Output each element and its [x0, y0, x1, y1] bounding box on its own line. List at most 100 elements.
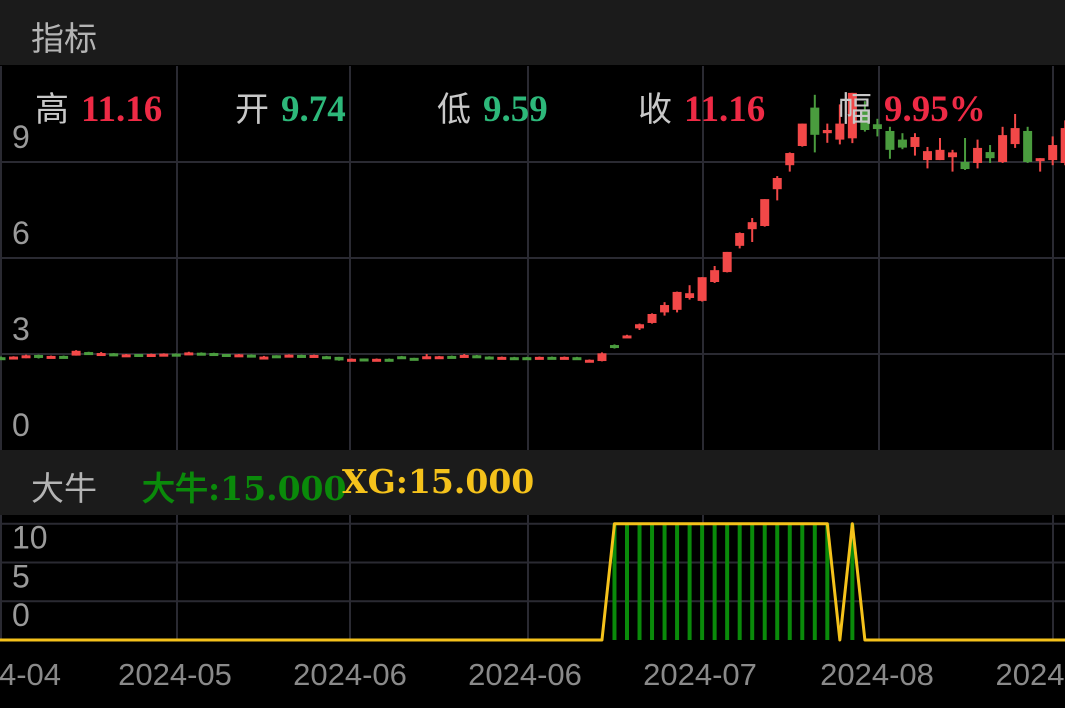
candle-body	[196, 352, 206, 356]
candle-body	[472, 355, 482, 359]
candle	[509, 356, 519, 361]
candle-body	[885, 130, 895, 150]
candle	[685, 285, 695, 300]
candle	[948, 149, 958, 172]
candle-body	[584, 359, 594, 363]
indicator-panel-title[interactable]: 大牛	[31, 469, 97, 508]
x-tick-label: 2024-07	[643, 657, 757, 692]
candle-body	[271, 355, 281, 359]
candle-body	[597, 353, 607, 362]
x-tick-label: 2024	[996, 657, 1065, 692]
candle-body	[184, 352, 194, 356]
candle-body	[534, 356, 544, 360]
candle-body	[347, 358, 357, 362]
candle	[134, 354, 144, 357]
ohlc-value: 9.95%	[884, 89, 986, 130]
candle-body	[635, 324, 645, 329]
candle	[860, 101, 870, 132]
candle	[84, 351, 94, 356]
candle-body	[609, 345, 619, 349]
candle	[146, 353, 156, 357]
candle-body	[685, 293, 695, 298]
candle	[547, 356, 557, 360]
header-title: 指标	[31, 19, 97, 58]
candle	[309, 354, 319, 358]
candle-body	[1023, 130, 1033, 162]
candle-body	[872, 124, 882, 130]
y-tick-label: 10	[12, 520, 48, 556]
candle-body	[922, 151, 932, 161]
candle-body	[422, 356, 432, 360]
xg-readout: XG:15.000	[342, 462, 535, 501]
candle-body	[1035, 158, 1045, 162]
candle	[434, 355, 444, 360]
candle	[359, 358, 369, 362]
candle	[747, 218, 757, 242]
candle-body	[973, 147, 983, 163]
candle-body	[459, 354, 469, 358]
candle-body	[484, 356, 494, 360]
candle-body	[96, 353, 106, 357]
candle	[271, 355, 281, 359]
candle	[910, 133, 920, 156]
candle-body	[284, 354, 294, 358]
candle-body	[772, 178, 782, 190]
x-tick-label: 2024-05	[118, 657, 232, 692]
candle	[647, 313, 657, 324]
candle	[121, 354, 131, 358]
candle	[1060, 120, 1065, 166]
candle	[722, 251, 732, 273]
candle-body	[434, 356, 444, 360]
ohlc-value: 11.16	[81, 89, 163, 130]
candle	[209, 352, 219, 357]
candle	[296, 354, 306, 358]
candle-body	[860, 110, 870, 130]
candle	[234, 354, 244, 358]
candle-body	[9, 356, 19, 360]
candle-body	[722, 251, 732, 273]
candle-body	[34, 354, 44, 358]
candle	[922, 146, 932, 169]
candle-body	[121, 354, 131, 358]
candle-body	[522, 357, 532, 361]
candle	[472, 354, 482, 359]
candle-body	[447, 355, 457, 359]
candle-body	[109, 353, 119, 357]
candle-body	[998, 135, 1008, 162]
y-tick-label: 3	[12, 311, 30, 347]
y-tick-label: 9	[12, 119, 30, 155]
candle	[34, 354, 44, 359]
candle	[772, 176, 782, 201]
candle	[584, 359, 594, 363]
candle-body	[221, 354, 231, 357]
candle	[334, 356, 344, 361]
candle	[284, 354, 294, 358]
ohlc-item: 低 9.59	[437, 82, 548, 132]
candle	[672, 291, 682, 313]
candle-body	[309, 354, 319, 358]
candle	[96, 352, 106, 357]
ohlc-value: 9.74	[281, 89, 346, 130]
candle	[159, 353, 169, 357]
y-tick-label: 5	[12, 558, 30, 594]
daniu-readout: 大牛:15.000	[142, 469, 347, 508]
candle-body	[747, 222, 757, 230]
candle	[710, 266, 720, 283]
candle-body	[572, 357, 582, 361]
candle	[973, 139, 983, 169]
candle	[459, 354, 469, 358]
candle-body	[322, 356, 332, 360]
y-tick-label: 6	[12, 215, 30, 251]
x-tick-label: 2024-08	[820, 657, 934, 692]
candle	[998, 126, 1008, 163]
ohlc-label: 收	[638, 90, 672, 130]
candle	[835, 104, 845, 145]
candle-body	[234, 354, 244, 358]
candle	[347, 358, 357, 362]
candle	[735, 232, 745, 249]
candle-body	[46, 355, 56, 359]
candle	[897, 133, 907, 150]
candle	[522, 356, 532, 361]
candle-body	[822, 130, 832, 134]
candle	[497, 356, 507, 360]
